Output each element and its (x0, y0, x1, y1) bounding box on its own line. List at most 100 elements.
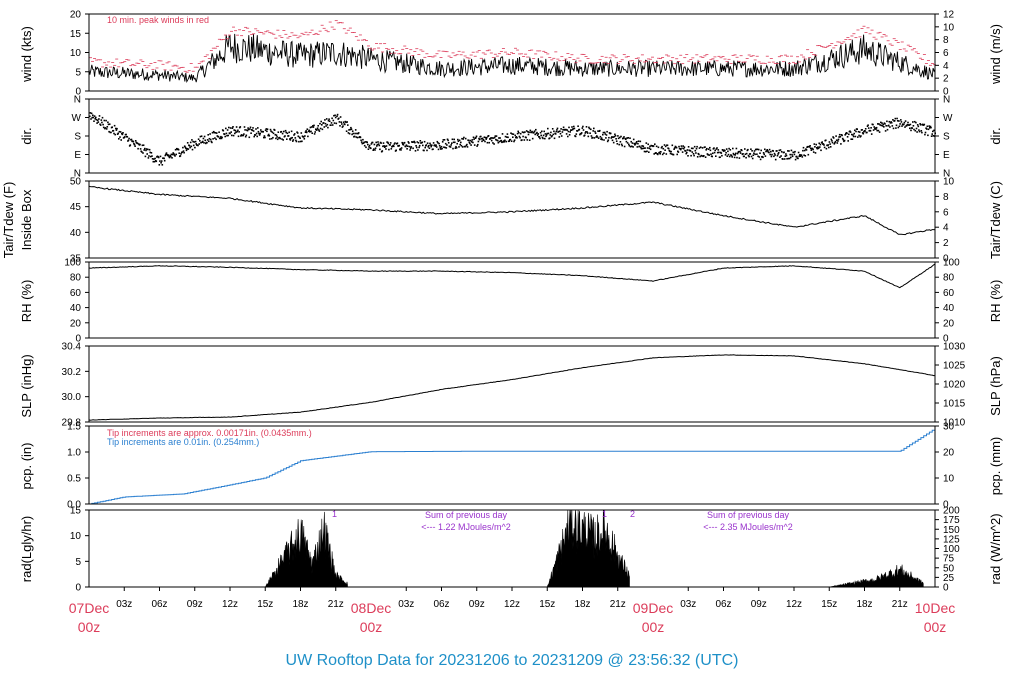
dir-point (189, 146, 191, 149)
dir-point (915, 121, 917, 124)
dir-point (491, 137, 494, 139)
dir-point (933, 129, 935, 132)
dir-point (428, 144, 430, 147)
dir-point (537, 133, 539, 135)
dir-point (885, 125, 887, 127)
dir-point (257, 127, 259, 129)
dir-point (924, 131, 927, 134)
dir-point (129, 144, 132, 146)
dir-point (716, 151, 719, 154)
dir-point (493, 143, 495, 145)
wind-right-label: 10 (943, 22, 955, 33)
dir-point (657, 146, 660, 149)
dir-point (817, 147, 820, 150)
dir-point (548, 137, 551, 139)
dir-point (461, 146, 464, 148)
dir-point (475, 135, 478, 138)
dir-point (823, 146, 826, 149)
dir-point (128, 137, 130, 140)
dir-point (495, 135, 498, 137)
dir-point (468, 141, 471, 144)
dir-point (749, 153, 752, 155)
dir-point (377, 141, 379, 143)
day-label-1: 07Dec (69, 600, 109, 616)
dir-point (510, 140, 513, 142)
dir-point (500, 139, 503, 142)
dir-point (254, 134, 257, 136)
rad-left-label: rad(Lgly/hr) (19, 516, 34, 582)
dir-point (333, 122, 336, 124)
dir-point (376, 143, 379, 146)
dir-point (573, 125, 575, 128)
dir-point (441, 147, 443, 150)
dir-point (640, 146, 642, 149)
dir-point (430, 145, 432, 148)
temp-left-label: 45 (70, 202, 82, 213)
dir-point (440, 145, 443, 148)
dir-point (292, 139, 295, 141)
slp-right-label: 1015 (943, 399, 966, 410)
dir-point (248, 136, 251, 139)
dir-point (306, 128, 309, 130)
dir-point (304, 131, 307, 133)
dir-point (558, 136, 561, 138)
dir-point (568, 134, 571, 136)
rad-right-label: 25 (943, 573, 955, 584)
dir-point (909, 123, 912, 126)
dir-point (379, 148, 381, 151)
dir-point (769, 153, 771, 156)
dir-point (467, 139, 470, 142)
x-hour-label: 18z (292, 599, 308, 610)
dir-point (899, 123, 901, 125)
dir-point (160, 160, 163, 162)
dir-point (889, 122, 892, 124)
dir-point (648, 147, 651, 150)
dir-point (692, 153, 695, 155)
pcp-left-label: pcp. (in) (19, 443, 34, 490)
dir-point (803, 149, 806, 152)
dir-point (169, 154, 171, 157)
dir-point (318, 130, 321, 132)
dir-point (788, 150, 790, 152)
dir-point (480, 138, 483, 140)
dir-point (603, 139, 605, 141)
dir-point (645, 142, 648, 144)
dir-point (923, 123, 926, 126)
dir-point (649, 148, 652, 151)
dir-point (483, 139, 485, 142)
dir-point (571, 126, 573, 128)
dir-point (203, 135, 206, 138)
dir-point (444, 146, 446, 149)
x-hour-label: 12z (786, 599, 802, 610)
slp-left-label: 30.4 (62, 342, 82, 353)
dir-point (234, 129, 237, 132)
dir-point (327, 126, 329, 129)
dir-point (480, 135, 482, 138)
dir-point (924, 133, 926, 136)
dir-point (806, 145, 809, 148)
dir-point (850, 138, 852, 140)
dir-point (793, 153, 796, 156)
dir-point (143, 149, 145, 151)
dir-point (481, 140, 483, 143)
dir-point (327, 119, 330, 122)
dir-point (709, 149, 712, 152)
dir-point (141, 151, 143, 153)
dir-point (127, 139, 130, 142)
dir-point (159, 160, 161, 162)
dir-point (813, 143, 816, 145)
dir-point (338, 117, 340, 120)
dir-point (202, 140, 204, 143)
dir-point (434, 145, 437, 147)
dir-point (509, 138, 512, 141)
dir-point (545, 135, 547, 138)
dir-point (398, 144, 400, 147)
dir-point (444, 142, 447, 145)
dir-point (686, 151, 688, 154)
dir-point (383, 145, 385, 147)
dir-point (719, 156, 721, 158)
dir-point (694, 149, 697, 152)
dir-point (267, 133, 270, 136)
dir-point (690, 154, 692, 157)
slp-right-label: SLP (hPa) (988, 356, 1003, 416)
